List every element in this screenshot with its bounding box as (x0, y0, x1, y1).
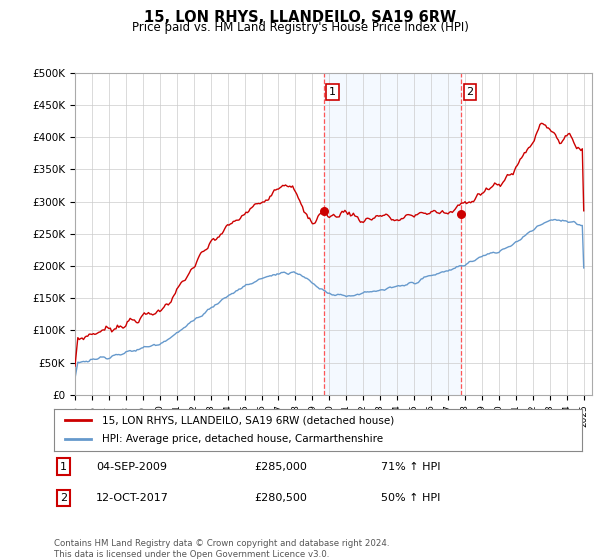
Text: £285,000: £285,000 (254, 461, 308, 472)
Point (457, 209, 466, 218)
Text: Contains HM Land Registry data © Crown copyright and database right 2024.
This d: Contains HM Land Registry data © Crown c… (54, 539, 389, 559)
Text: HPI: Average price, detached house, Carmarthenshire: HPI: Average price, detached house, Carm… (101, 435, 383, 445)
Text: 71% ↑ HPI: 71% ↑ HPI (382, 461, 441, 472)
Text: 1: 1 (60, 461, 67, 472)
Text: £280,500: £280,500 (254, 493, 308, 503)
Text: 2: 2 (60, 493, 67, 503)
Text: Price paid vs. HM Land Registry's House Price Index (HPI): Price paid vs. HM Land Registry's House … (131, 21, 469, 34)
Point (319, 207, 329, 216)
Text: 12-OCT-2017: 12-OCT-2017 (96, 493, 169, 503)
Text: 50% ↑ HPI: 50% ↑ HPI (382, 493, 441, 503)
Text: 04-SEP-2009: 04-SEP-2009 (96, 461, 167, 472)
Text: 2: 2 (466, 87, 473, 97)
Text: 15, LON RHYS, LLANDEILO, SA19 6RW: 15, LON RHYS, LLANDEILO, SA19 6RW (144, 10, 456, 25)
Text: 15, LON RHYS, LLANDEILO, SA19 6RW (detached house): 15, LON RHYS, LLANDEILO, SA19 6RW (detac… (101, 415, 394, 425)
Text: 1: 1 (329, 87, 336, 97)
Bar (324, 73, 461, 395)
